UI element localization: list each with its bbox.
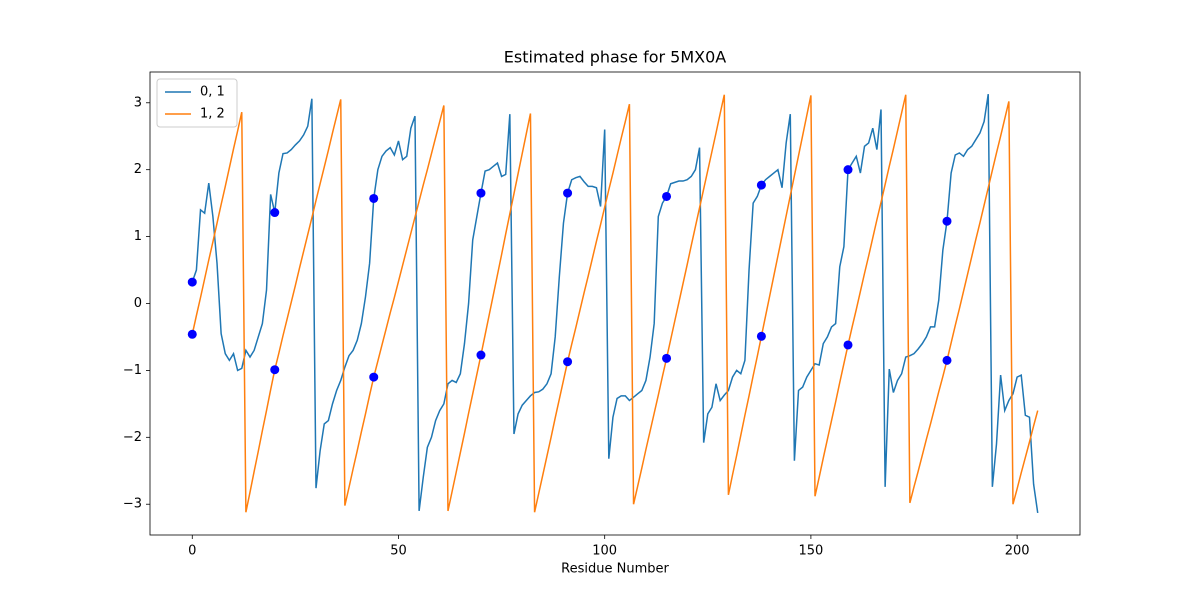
scatter-point — [563, 357, 573, 367]
scatter-point — [270, 208, 280, 218]
scatter-point — [187, 329, 197, 339]
scatter-point — [942, 216, 952, 226]
chart-title: Estimated phase for 5MX0A — [504, 48, 726, 67]
x-tick-label: 200 — [1005, 544, 1030, 559]
x-tick-label: 50 — [390, 544, 407, 559]
scatter-point — [942, 355, 952, 365]
scatter-point — [476, 188, 486, 198]
y-tick-label: −2 — [123, 430, 142, 445]
x-tick-label: 100 — [592, 544, 617, 559]
series-line — [191, 94, 1039, 513]
scatter-point — [369, 372, 379, 382]
y-tick-label: 1 — [134, 229, 142, 244]
legend-label: 1, 2 — [200, 107, 225, 122]
y-tick-label: 0 — [134, 296, 142, 311]
legend-label: 0, 1 — [200, 85, 225, 100]
x-axis-label: Residue Number — [561, 562, 669, 577]
scatter-point — [563, 188, 573, 198]
scatter-point — [756, 331, 766, 341]
y-tick-label: 3 — [134, 95, 142, 110]
scatter-point — [662, 353, 672, 363]
x-tick-label: 0 — [188, 544, 196, 559]
y-tick-label: −1 — [123, 363, 142, 378]
scatter-point — [187, 277, 197, 287]
scatter-point — [369, 193, 379, 203]
scatter-point — [662, 191, 672, 201]
y-tick-label: −3 — [123, 497, 142, 512]
scatter-point — [756, 180, 766, 190]
series-line — [191, 93, 1039, 514]
y-tick-label: 2 — [134, 162, 142, 177]
scatter-point — [843, 165, 853, 175]
plot-frame — [149, 71, 1081, 536]
legend-box — [156, 78, 238, 128]
scatter-point — [843, 340, 853, 350]
scatter-point — [270, 365, 280, 375]
scatter-point — [476, 350, 486, 360]
x-tick-label: 150 — [798, 544, 823, 559]
